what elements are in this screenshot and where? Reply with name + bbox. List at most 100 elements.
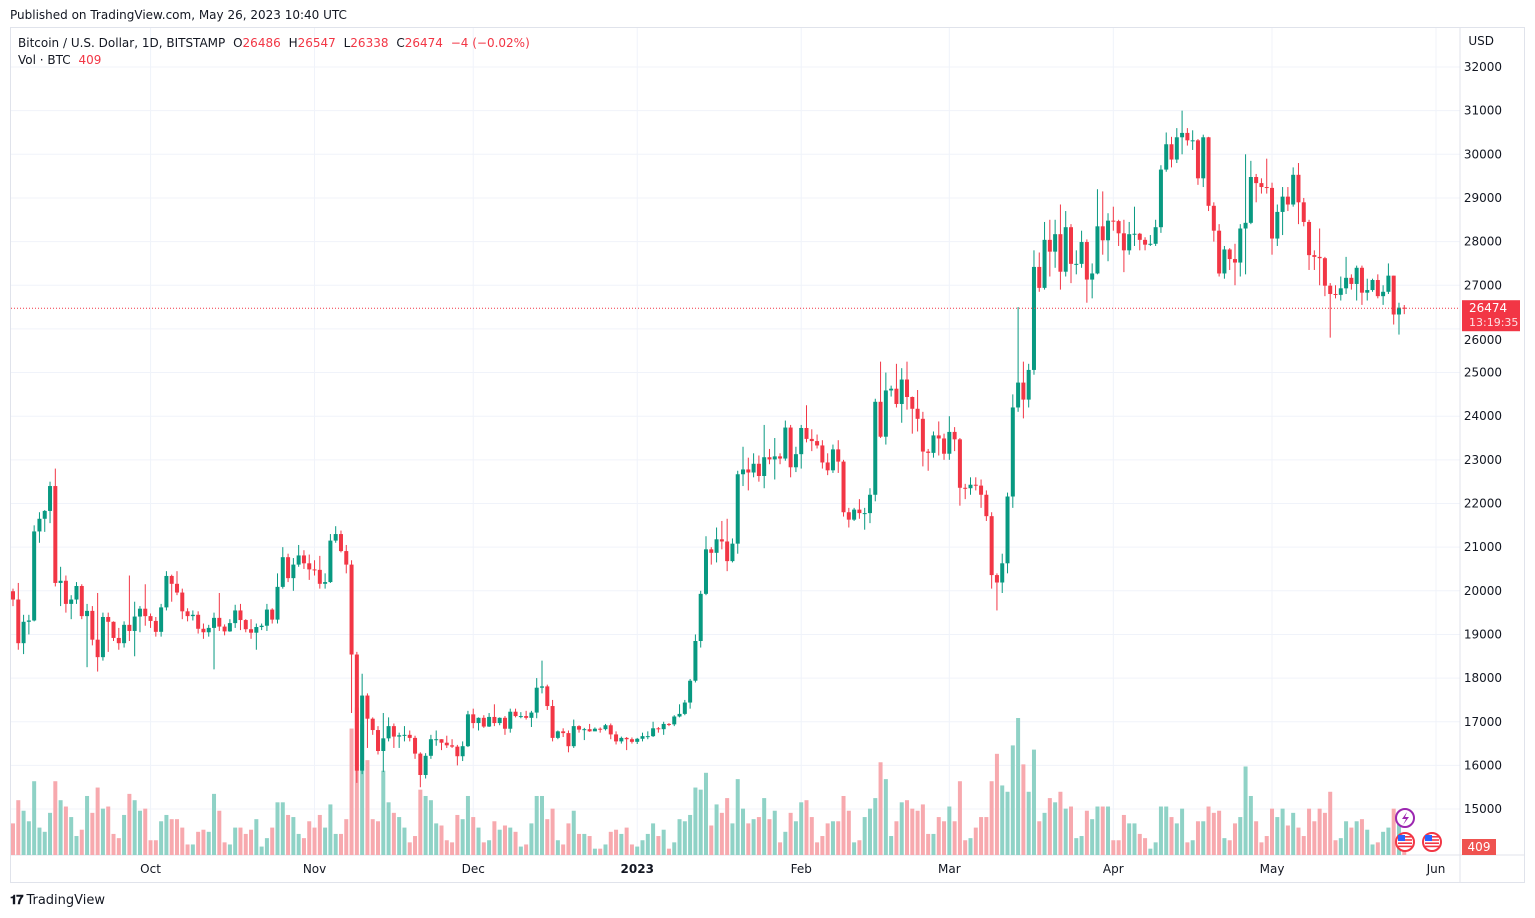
volume-bar	[312, 827, 317, 855]
volume-bar	[413, 836, 418, 855]
candle-body	[497, 717, 502, 724]
volume-bar	[275, 802, 280, 855]
close-label: C	[396, 36, 405, 50]
volume-bar	[841, 795, 846, 855]
volume-bar	[809, 817, 814, 855]
volume-bar	[1090, 819, 1095, 855]
candle-body	[508, 711, 513, 729]
volume-bar	[703, 772, 708, 855]
volume-bar	[1079, 836, 1084, 855]
candle-body	[1153, 227, 1158, 244]
candle-body	[1074, 263, 1079, 265]
candle-body	[106, 616, 111, 622]
volume-bar	[85, 795, 90, 855]
volume-bar	[196, 831, 201, 855]
volume-bar	[26, 821, 31, 855]
time-tick-label: Jun	[1426, 862, 1446, 876]
candle-body	[1037, 266, 1042, 288]
volume-bar	[1180, 808, 1185, 855]
volume-bar	[772, 810, 777, 855]
candle-body	[312, 569, 317, 571]
candle-body	[910, 396, 915, 409]
candle-body	[450, 745, 455, 747]
candle-body	[381, 738, 386, 751]
candle-body	[894, 388, 899, 404]
candle-body	[1275, 211, 1280, 239]
volume-title[interactable]: Vol · BTC	[18, 53, 71, 67]
volume-bar	[1211, 812, 1216, 855]
candle-body	[69, 599, 74, 604]
volume-bar	[862, 817, 867, 855]
volume-bar	[1069, 806, 1073, 855]
chart-frame	[10, 27, 1525, 883]
volume-bar	[492, 821, 497, 855]
volume-bar	[1254, 821, 1259, 855]
candle-body	[1232, 259, 1237, 263]
candle-body	[1359, 267, 1364, 293]
candle-body	[1058, 234, 1063, 272]
volume-bar	[905, 800, 910, 855]
candle-body	[238, 610, 243, 621]
volume-bar	[233, 827, 238, 855]
candle-body	[1264, 187, 1269, 189]
volume-bar	[1270, 808, 1275, 855]
volume-bar	[1084, 810, 1089, 855]
volume-bar	[21, 810, 26, 855]
volume-bar	[947, 806, 952, 855]
price-tick-label: 29000	[1464, 191, 1502, 205]
candle-body	[534, 687, 539, 713]
candle-body	[1307, 221, 1312, 256]
volume-bar	[1116, 840, 1121, 855]
volume-bar	[370, 819, 375, 855]
volume-bar	[1063, 808, 1068, 855]
volume-bar	[889, 836, 894, 855]
volume-bar	[481, 842, 486, 855]
volume-bar	[423, 795, 428, 855]
candle-body	[370, 718, 375, 731]
volume-bar	[603, 844, 608, 855]
candle-body	[1291, 174, 1296, 205]
candle-body	[1222, 249, 1227, 274]
volume-bar	[894, 821, 899, 855]
flag-canton	[1398, 835, 1405, 841]
candle-body	[905, 379, 910, 397]
volume-bar	[397, 817, 402, 855]
volume-bar	[1375, 842, 1380, 855]
volume-bar	[994, 753, 999, 855]
volume-bar	[587, 836, 592, 855]
symbol-title[interactable]: Bitcoin / U.S. Dollar, 1D, BITSTAMP	[18, 36, 226, 50]
volume-bar	[635, 846, 640, 855]
candle-body	[1111, 220, 1116, 222]
volume-bar	[1206, 806, 1211, 855]
volume-bar	[1349, 827, 1354, 855]
tradingview-logo[interactable]: 𝟏𝟕 TradingView	[10, 893, 105, 908]
volume-bar	[127, 793, 132, 855]
candle-body	[889, 388, 894, 391]
volume-bar	[338, 833, 343, 855]
candle-body	[1090, 273, 1095, 280]
price-tick-label: 19000	[1464, 627, 1502, 641]
published-note: Published on TradingView.com, May 26, 20…	[10, 8, 347, 22]
volume-bar	[153, 840, 158, 855]
candle-body	[746, 469, 751, 473]
volume-bar	[190, 844, 195, 855]
volume-bar	[1238, 817, 1243, 855]
candle-body	[582, 729, 587, 731]
candle-body	[936, 435, 941, 439]
volume-bar	[608, 831, 613, 855]
candle-body	[407, 734, 412, 738]
low-label: L	[343, 36, 351, 50]
volume-bar	[1386, 827, 1391, 855]
candle-body	[502, 717, 507, 729]
candle-body	[1158, 169, 1163, 228]
volume-bar	[497, 829, 502, 855]
candle-body	[111, 621, 116, 638]
volume-bar	[598, 848, 603, 855]
candle-body	[16, 599, 21, 644]
volume-bar	[1275, 817, 1280, 855]
volume-bar	[301, 838, 306, 855]
volume-bar	[1031, 749, 1036, 855]
time-tick-label: Nov	[303, 862, 326, 876]
candle-body	[1174, 137, 1179, 160]
